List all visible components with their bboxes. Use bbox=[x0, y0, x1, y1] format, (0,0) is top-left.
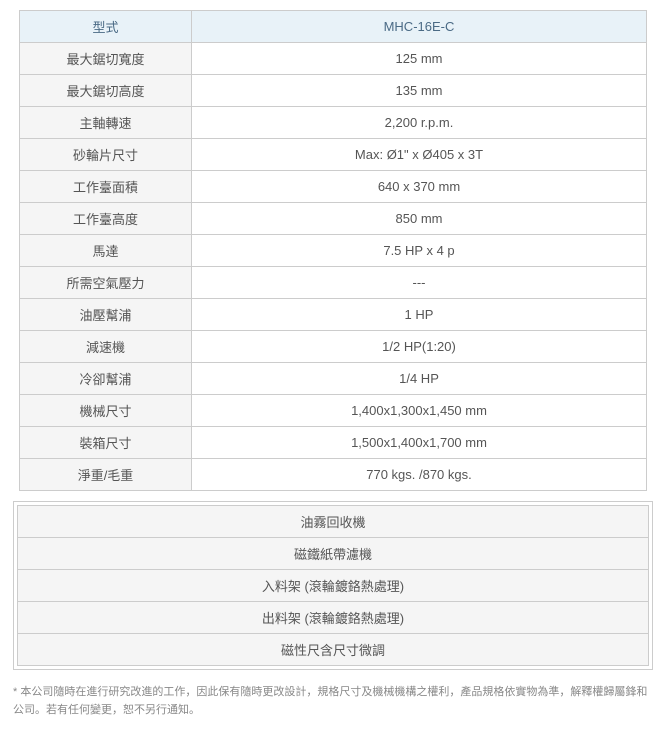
spec-row: 主軸轉速2,200 r.p.m. bbox=[20, 107, 647, 139]
spec-row-value: 640 x 370 mm bbox=[192, 171, 647, 203]
spec-row: 減速機1/2 HP(1:20) bbox=[20, 331, 647, 363]
spec-row: 工作臺高度850 mm bbox=[20, 203, 647, 235]
spec-row-value: 1,400x1,300x1,450 mm bbox=[192, 395, 647, 427]
spec-row-value: Max: Ø1" x Ø405 x 3T bbox=[192, 139, 647, 171]
spec-row-value: --- bbox=[192, 267, 647, 299]
options-row-text: 磁鐵紙帶濾機 bbox=[18, 538, 649, 570]
spec-table-body: 型式 MHC-16E-C 最大鋸切寬度125 mm最大鋸切高度135 mm主軸轉… bbox=[20, 11, 647, 491]
options-table-body: 油霧回收機磁鐵紙帶濾機入料架 (滾輪鍍鉻熱處理)出料架 (滾輪鍍鉻熱處理)磁性尺… bbox=[18, 506, 649, 666]
spec-row-value: 850 mm bbox=[192, 203, 647, 235]
spec-header-row: 型式 MHC-16E-C bbox=[20, 11, 647, 43]
options-row: 磁鐵紙帶濾機 bbox=[18, 538, 649, 570]
spec-row-value: 1/4 HP bbox=[192, 363, 647, 395]
spec-row: 淨重/毛重770 kgs. /870 kgs. bbox=[20, 459, 647, 491]
options-row: 出料架 (滾輪鍍鉻熱處理) bbox=[18, 602, 649, 634]
spec-row-label: 馬達 bbox=[20, 235, 192, 267]
spec-row-label: 減速機 bbox=[20, 331, 192, 363]
spec-row-value: 7.5 HP x 4 p bbox=[192, 235, 647, 267]
spec-row-label: 工作臺面積 bbox=[20, 171, 192, 203]
spec-row: 工作臺面積640 x 370 mm bbox=[20, 171, 647, 203]
spec-row: 最大鋸切寬度125 mm bbox=[20, 43, 647, 75]
spec-row: 油壓幫浦1 HP bbox=[20, 299, 647, 331]
spec-row: 砂輪片尺寸Max: Ø1" x Ø405 x 3T bbox=[20, 139, 647, 171]
spec-row-value: 1 HP bbox=[192, 299, 647, 331]
options-table: 油霧回收機磁鐵紙帶濾機入料架 (滾輪鍍鉻熱處理)出料架 (滾輪鍍鉻熱處理)磁性尺… bbox=[17, 505, 649, 666]
spec-row-label: 機械尺寸 bbox=[20, 395, 192, 427]
spec-row-value: 125 mm bbox=[192, 43, 647, 75]
spec-row-label: 油壓幫浦 bbox=[20, 299, 192, 331]
footnote-text: * 本公司隨時在進行研究改進的工作，因此保有隨時更改設計，規格尺寸及機械機構之權… bbox=[13, 684, 653, 719]
spec-row: 冷卻幫浦1/4 HP bbox=[20, 363, 647, 395]
spec-row-value: 2,200 r.p.m. bbox=[192, 107, 647, 139]
spec-table: 型式 MHC-16E-C 最大鋸切寬度125 mm最大鋸切高度135 mm主軸轉… bbox=[19, 10, 647, 491]
options-row-text: 油霧回收機 bbox=[18, 506, 649, 538]
spec-row-label: 最大鋸切高度 bbox=[20, 75, 192, 107]
spec-row-value: 1/2 HP(1:20) bbox=[192, 331, 647, 363]
options-wrapper: 油霧回收機磁鐵紙帶濾機入料架 (滾輪鍍鉻熱處理)出料架 (滾輪鍍鉻熱處理)磁性尺… bbox=[13, 501, 653, 670]
spec-row: 馬達7.5 HP x 4 p bbox=[20, 235, 647, 267]
spec-row-value: 1,500x1,400x1,700 mm bbox=[192, 427, 647, 459]
options-row: 油霧回收機 bbox=[18, 506, 649, 538]
options-row-text: 出料架 (滾輪鍍鉻熱處理) bbox=[18, 602, 649, 634]
spec-row-label: 最大鋸切寬度 bbox=[20, 43, 192, 75]
spec-row-label: 淨重/毛重 bbox=[20, 459, 192, 491]
spec-row-label: 所需空氣壓力 bbox=[20, 267, 192, 299]
options-row: 入料架 (滾輪鍍鉻熱處理) bbox=[18, 570, 649, 602]
options-row-text: 入料架 (滾輪鍍鉻熱處理) bbox=[18, 570, 649, 602]
spec-row: 裝箱尺寸1,500x1,400x1,700 mm bbox=[20, 427, 647, 459]
spec-row-value: 770 kgs. /870 kgs. bbox=[192, 459, 647, 491]
spec-row: 所需空氣壓力--- bbox=[20, 267, 647, 299]
spec-row-value: 135 mm bbox=[192, 75, 647, 107]
spec-row: 最大鋸切高度135 mm bbox=[20, 75, 647, 107]
spec-row-label: 裝箱尺寸 bbox=[20, 427, 192, 459]
spec-header-label: 型式 bbox=[20, 11, 192, 43]
spec-row-label: 砂輪片尺寸 bbox=[20, 139, 192, 171]
spec-row-label: 主軸轉速 bbox=[20, 107, 192, 139]
spec-header-value: MHC-16E-C bbox=[192, 11, 647, 43]
options-row-text: 磁性尺含尺寸微調 bbox=[18, 634, 649, 666]
spec-row-label: 工作臺高度 bbox=[20, 203, 192, 235]
spec-row-label: 冷卻幫浦 bbox=[20, 363, 192, 395]
options-row: 磁性尺含尺寸微調 bbox=[18, 634, 649, 666]
spec-row: 機械尺寸1,400x1,300x1,450 mm bbox=[20, 395, 647, 427]
